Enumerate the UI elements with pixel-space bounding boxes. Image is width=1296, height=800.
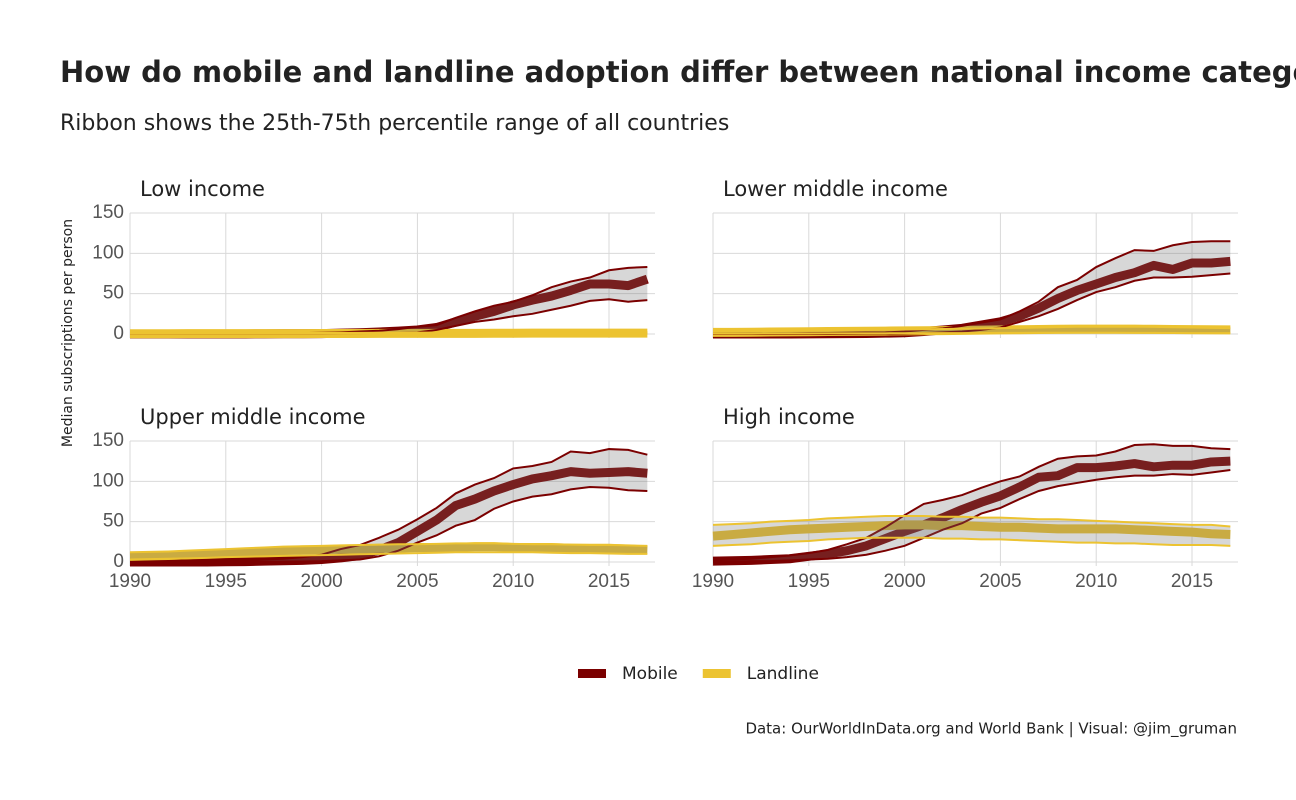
y-tick-label: 150 [92,202,124,223]
chart-subtitle: Ribbon shows the 25th-75th percentile ra… [60,111,729,136]
legend-label: Mobile [622,664,678,684]
x-tick-label: 2015 [588,571,630,592]
ribbon-edge [712,515,1231,528]
x-tick-label: 2000 [300,571,342,592]
y-tick-label: 150 [92,430,124,451]
x-tick-label: 1990 [109,571,151,592]
x-tick-label: 2010 [492,571,534,592]
x-tick-label: 2005 [396,571,438,592]
x-tick-label: 1990 [692,571,734,592]
legend-swatch [702,669,731,678]
x-tick-label: 1995 [205,571,247,592]
x-tick-label: 2000 [883,571,925,592]
ribbon-edge [712,536,1231,547]
ribbon [713,241,1231,334]
chart-title: How do mobile and landline adoption diff… [60,55,1296,89]
x-tick-label: 2010 [1075,571,1117,592]
y-tick-label: 100 [92,242,124,263]
ribbon-edge [713,331,1231,335]
legend-swatch [578,669,606,678]
y-tick-label: 0 [113,551,124,572]
x-tick-label: 2015 [1171,571,1213,592]
ribbon-edge [129,551,648,561]
ribbon-edge [712,469,1231,563]
y-tick-label: 0 [113,323,124,344]
legend-label: Landline [747,664,819,684]
facet-title: Upper middle income [140,405,366,429]
median-line [129,542,648,561]
ribbon [713,444,1231,562]
caption: Data: OurWorldInData.org and World Bank … [745,720,1237,739]
x-tick-label: 2005 [979,571,1021,592]
ribbon-edge [712,443,1231,562]
ribbon-edge [712,325,1231,333]
ribbon [130,267,648,334]
ribbon [130,449,648,562]
median-line [712,520,1231,541]
y-axis-title: Median subscriptions per person [60,219,76,447]
y-tick-label: 50 [103,283,124,304]
y-tick-label: 100 [92,470,124,491]
median-line [712,456,1231,566]
y-tick-label: 50 [103,511,124,532]
facet-title: Lower middle income [723,177,948,201]
ribbon-edge [129,542,648,554]
facet-title: High income [723,405,855,429]
facet-title: Low income [140,177,265,201]
x-tick-label: 1995 [788,571,830,592]
